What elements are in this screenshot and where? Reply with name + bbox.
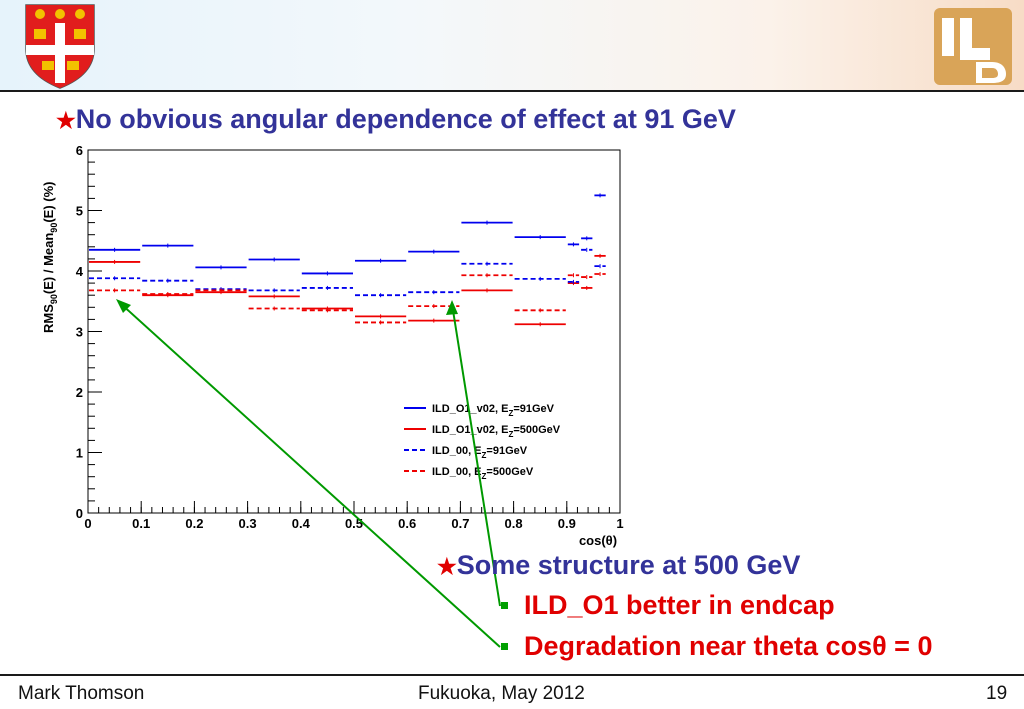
x-axis-label: cos(θ) xyxy=(579,533,617,548)
arrowhead-endcap xyxy=(446,300,458,315)
x-tick-label: 0.6 xyxy=(398,516,416,531)
footer-author: Mark Thomson xyxy=(18,683,145,704)
x-tick-label: 0.8 xyxy=(505,516,523,531)
x-tick-label: 0.2 xyxy=(185,516,203,531)
arrowhead-low-costheta xyxy=(116,299,131,313)
sub-bullet-endcap: ILD_O1 better in endcap xyxy=(524,590,835,620)
x-tick-label: 0.7 xyxy=(451,516,469,531)
svg-text:RMS90(E) / Mean90(E) (%): RMS90(E) / Mean90(E) (%) xyxy=(41,182,59,334)
bullet-angular-dependence: ★No obvious angular dependence of effect… xyxy=(56,104,736,135)
series-2 xyxy=(89,247,606,298)
y-tick-label: 1 xyxy=(76,446,83,461)
y-tick-label: 5 xyxy=(76,204,83,219)
plot-frame xyxy=(87,149,621,514)
x-tick-label: 0.3 xyxy=(239,516,257,531)
x-tick-label: 1 xyxy=(616,516,623,531)
page-number: 19 xyxy=(986,683,1008,704)
legend-entry: ILD_O1_v02, EZ=500GeV xyxy=(432,424,561,439)
x-tick-label: 0 xyxy=(84,516,91,531)
x-tick-label: 0.9 xyxy=(558,516,576,531)
university-crest-logo xyxy=(25,4,95,89)
y-tick-label: 2 xyxy=(76,385,83,400)
ild-logo xyxy=(934,8,1012,85)
arrow-to-low-costheta xyxy=(119,302,501,648)
bullet-text: Some structure at 500 GeV xyxy=(456,550,801,580)
green-square-bullet-icon xyxy=(501,643,508,650)
bullet-500gev-structure: ★Some structure at 500 GeV xyxy=(437,550,800,581)
chart-series xyxy=(89,193,606,327)
y-tick-label: 3 xyxy=(76,325,83,340)
series-3 xyxy=(89,272,606,325)
star-bullet-icon: ★ xyxy=(56,108,76,133)
legend-entry: ILD_00, EZ=500GeV xyxy=(432,466,534,481)
header-rule xyxy=(0,90,1024,92)
arrow-to-endcap xyxy=(451,303,501,607)
y-axis-label: RMS90(E) / Mean90(E) (%) xyxy=(41,182,59,334)
x-tick-label: 0.5 xyxy=(345,516,363,531)
footer-event: Fukuoka, May 2012 xyxy=(418,683,585,704)
y-tick-label: 4 xyxy=(76,264,84,279)
y-tick-label: 6 xyxy=(76,143,83,158)
legend-entry: ILD_O1_v02, EZ=91GeV xyxy=(432,403,555,418)
series-0 xyxy=(89,193,606,276)
y-tick-label: 0 xyxy=(76,506,83,521)
series-1 xyxy=(89,253,606,327)
x-tick-label: 0.1 xyxy=(132,516,150,531)
legend-entry: ILD_00, EZ=91GeV xyxy=(432,445,528,460)
annotation-arrows xyxy=(116,299,501,648)
sub-bullet-degradation: Degradation near theta cosθ = 0 xyxy=(524,631,933,661)
x-tick-label: 0.4 xyxy=(292,516,311,531)
slide-header xyxy=(0,0,1024,90)
green-square-bullet-icon xyxy=(501,602,508,609)
bullet-text: No obvious angular dependence of effect … xyxy=(75,104,736,134)
footer-rule xyxy=(0,674,1024,676)
chart-legend: ILD_O1_v02, EZ=91GeV ILD_O1_v02, EZ=500Ge… xyxy=(404,403,561,481)
star-bullet-icon: ★ xyxy=(437,554,457,579)
